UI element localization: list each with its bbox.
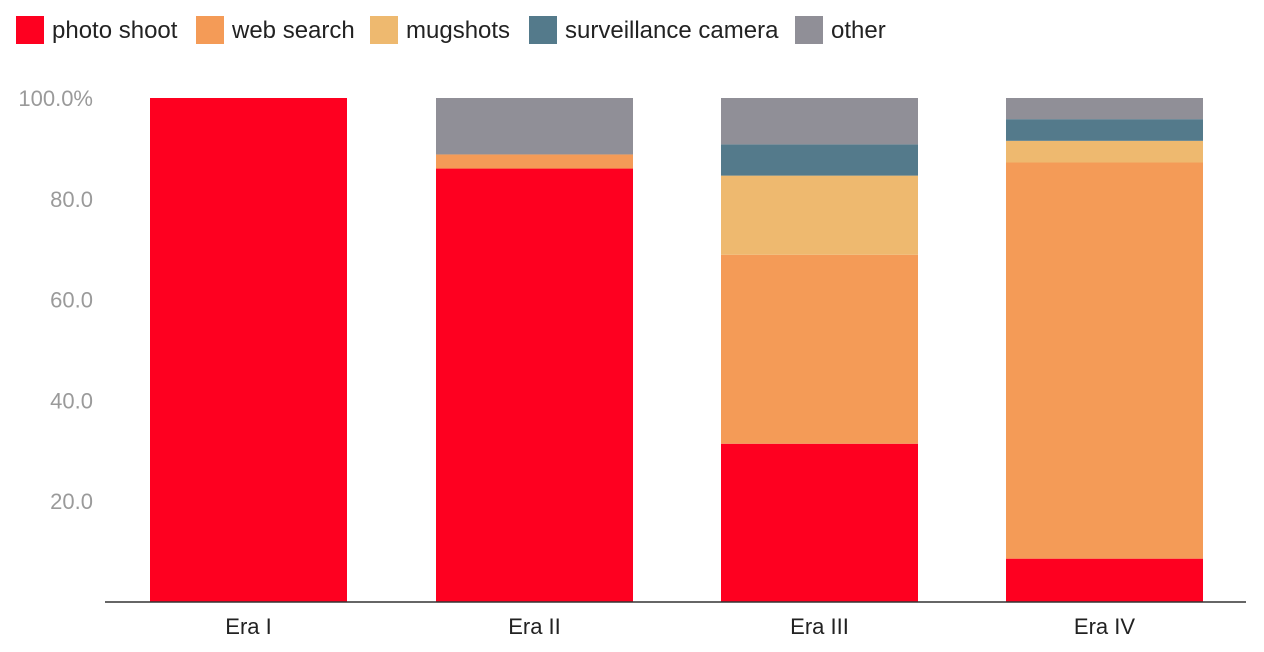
legend-label: photo shoot <box>52 17 178 44</box>
legend-swatch <box>196 16 224 44</box>
legend-item-mugshots: mugshots <box>370 16 510 44</box>
bars <box>150 98 1203 602</box>
y-axis: 20.0 40.0 60.0 80.0 100.0% <box>18 86 93 514</box>
legend-label: other <box>831 17 886 44</box>
legend-swatch <box>16 16 44 44</box>
bar-segment-photo-shoot <box>150 98 347 602</box>
legend-swatch <box>795 16 823 44</box>
bar-segment-other <box>436 98 633 155</box>
bar-segment-other <box>721 98 918 145</box>
bar-stack-era-iii <box>721 98 918 602</box>
bar-segment-mugshots <box>1006 140 1203 163</box>
bar-stack-era-iv <box>1006 98 1203 602</box>
y-tick-label: 100.0% <box>18 86 93 111</box>
y-tick-label: 60.0 <box>50 288 93 313</box>
chart-legend: photo shoot web search mugshots surveillanc… <box>16 16 886 44</box>
bar-segment-other <box>1006 98 1203 120</box>
legend-label: mugshots <box>406 17 510 44</box>
y-tick-label: 80.0 <box>50 187 93 212</box>
x-axis: Era I Era II Era III Era IV <box>225 614 1135 639</box>
legend-label: surveillance camera <box>565 17 779 44</box>
bar-segment-surveillance-camera <box>1006 119 1203 141</box>
legend-item-web-search: web search <box>196 16 355 44</box>
bar-segment-mugshots <box>721 175 918 255</box>
legend-item-other: other <box>795 16 886 44</box>
bar-stack-era-ii <box>436 98 633 602</box>
x-tick-label: Era I <box>225 614 271 639</box>
bar-segment-photo-shoot <box>436 168 633 602</box>
y-tick-label: 40.0 <box>50 388 93 413</box>
legend-item-photo-shoot: photo shoot <box>16 16 178 44</box>
x-tick-label: Era III <box>790 614 849 639</box>
bar-stack-era-i <box>150 98 347 602</box>
bar-segment-web-search <box>721 254 918 444</box>
bar-segment-photo-shoot <box>721 443 918 602</box>
x-tick-label: Era IV <box>1074 614 1135 639</box>
bar-segment-web-search <box>1006 162 1203 559</box>
y-tick-label: 20.0 <box>50 489 93 514</box>
legend-swatch <box>529 16 557 44</box>
x-tick-label: Era II <box>508 614 561 639</box>
bar-segment-photo-shoot <box>1006 558 1203 602</box>
legend-swatch <box>370 16 398 44</box>
bar-segment-surveillance-camera <box>721 144 918 176</box>
legend-label: web search <box>231 17 355 44</box>
bar-segment-web-search <box>436 154 633 169</box>
legend-item-surveillance-camera: surveillance camera <box>529 16 779 44</box>
